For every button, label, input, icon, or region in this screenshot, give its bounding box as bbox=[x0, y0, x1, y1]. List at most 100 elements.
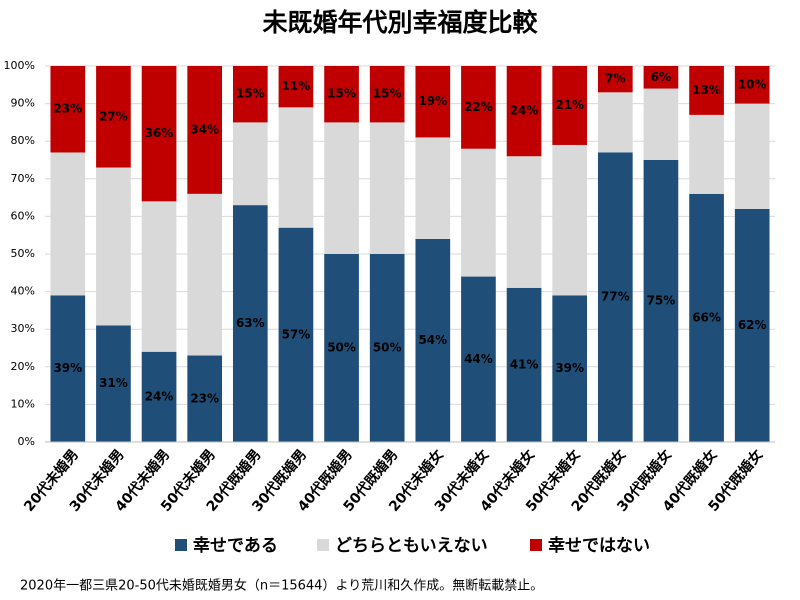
bar-segment bbox=[278, 66, 314, 108]
bar-segment bbox=[324, 254, 359, 442]
data-label: 23% bbox=[190, 391, 219, 405]
bar-segment bbox=[141, 201, 177, 352]
data-label: 11% bbox=[282, 79, 311, 93]
data-label: 50% bbox=[327, 341, 356, 355]
data-label: 39% bbox=[555, 361, 584, 375]
bar-segment bbox=[643, 88, 679, 160]
legend-label: 幸せである bbox=[193, 535, 278, 556]
data-label: 24% bbox=[510, 104, 539, 118]
bar-segment bbox=[506, 156, 542, 288]
legend-swatch bbox=[317, 539, 329, 551]
legend-swatch bbox=[175, 539, 187, 551]
data-label: 34% bbox=[190, 122, 219, 136]
data-label: 27% bbox=[99, 109, 128, 123]
data-label: 54% bbox=[418, 333, 447, 347]
bar-segment bbox=[643, 160, 679, 442]
data-label: 39% bbox=[53, 361, 82, 375]
bar-segment bbox=[461, 276, 496, 442]
bar-segment bbox=[278, 107, 314, 228]
data-label: 57% bbox=[282, 327, 311, 341]
y-tick-label: 70% bbox=[11, 172, 35, 185]
bar-segment bbox=[597, 152, 633, 443]
bar-segment bbox=[415, 66, 451, 138]
bar-segment bbox=[506, 66, 542, 157]
bar-segment bbox=[96, 66, 131, 168]
data-label: 22% bbox=[464, 100, 493, 114]
data-label: 13% bbox=[692, 83, 721, 97]
bar-segment bbox=[643, 66, 679, 89]
y-tick-label: 0% bbox=[18, 435, 35, 448]
bar-segment bbox=[552, 295, 588, 442]
bar-segment bbox=[506, 287, 542, 442]
bar-segment bbox=[324, 122, 359, 255]
data-label: 19% bbox=[418, 94, 447, 108]
legend-label: 幸せではない bbox=[548, 535, 650, 556]
bar-segment bbox=[461, 148, 496, 277]
y-tick-label: 50% bbox=[11, 247, 35, 260]
data-label: 15% bbox=[236, 87, 265, 101]
bar-segment bbox=[689, 66, 724, 115]
bar-segment bbox=[369, 254, 405, 442]
bar-segment bbox=[96, 167, 131, 326]
y-tick-label: 10% bbox=[11, 397, 35, 410]
bar-segment bbox=[597, 66, 633, 93]
data-label: 41% bbox=[510, 357, 539, 371]
bar-segment bbox=[141, 66, 177, 202]
data-label: 23% bbox=[53, 102, 82, 116]
bar-segment bbox=[369, 66, 405, 123]
y-tick-label: 90% bbox=[11, 97, 35, 110]
bar-segment bbox=[232, 122, 268, 206]
data-label: 15% bbox=[373, 87, 402, 101]
legend-swatch bbox=[530, 539, 542, 551]
bar-segment bbox=[50, 295, 86, 442]
data-label: 31% bbox=[99, 376, 128, 390]
bar-segment bbox=[415, 238, 451, 442]
footnote: 2020年一都三県20-50代未婚既婚男女（n＝15644）より荒川和久作成。無… bbox=[20, 578, 543, 594]
data-label: 21% bbox=[555, 98, 584, 112]
bar-segment bbox=[232, 66, 268, 123]
bar-segment bbox=[187, 355, 223, 442]
bar-segment bbox=[689, 193, 724, 442]
data-label: 63% bbox=[236, 316, 265, 330]
bar-segment bbox=[96, 325, 131, 442]
bar-segment bbox=[369, 122, 405, 255]
bar-segment bbox=[141, 351, 177, 442]
bar-segment bbox=[232, 205, 268, 442]
y-tick-label: 20% bbox=[11, 360, 35, 373]
bar-segment bbox=[278, 227, 314, 442]
data-label: 77% bbox=[601, 290, 630, 304]
bar-segment bbox=[461, 66, 496, 149]
y-tick-label: 60% bbox=[11, 209, 35, 222]
bar-segment bbox=[734, 208, 770, 442]
data-label: 36% bbox=[145, 126, 174, 140]
chart-title: 未既婚年代別幸福度比較 bbox=[262, 8, 538, 37]
legend-label: どちらともいえない bbox=[335, 536, 488, 556]
data-label: 24% bbox=[145, 389, 174, 403]
data-label: 6% bbox=[651, 70, 671, 84]
y-tick-label: 40% bbox=[11, 285, 35, 298]
bar-segment bbox=[50, 66, 86, 153]
bar-segment bbox=[552, 144, 588, 296]
data-label: 62% bbox=[738, 318, 767, 332]
data-label: 7% bbox=[605, 72, 625, 86]
data-label: 50% bbox=[373, 341, 402, 355]
bar-segment bbox=[689, 114, 724, 194]
data-label: 66% bbox=[692, 310, 721, 324]
bar-segment bbox=[187, 193, 223, 356]
y-tick-label: 80% bbox=[11, 134, 35, 147]
bar-segment bbox=[597, 92, 633, 153]
y-tick-label: 30% bbox=[11, 322, 35, 335]
bar-segment bbox=[552, 66, 588, 145]
bar-segment bbox=[187, 66, 223, 194]
data-label: 15% bbox=[327, 87, 356, 101]
y-tick-label: 100% bbox=[4, 59, 35, 72]
bar-segment bbox=[50, 152, 86, 296]
data-label: 75% bbox=[647, 294, 676, 308]
bar-segment bbox=[734, 66, 770, 104]
bar-segment bbox=[734, 103, 770, 209]
data-label: 44% bbox=[464, 352, 493, 366]
data-label: 10% bbox=[738, 77, 767, 91]
bar-segment bbox=[324, 66, 359, 123]
bar-segment bbox=[415, 137, 451, 239]
